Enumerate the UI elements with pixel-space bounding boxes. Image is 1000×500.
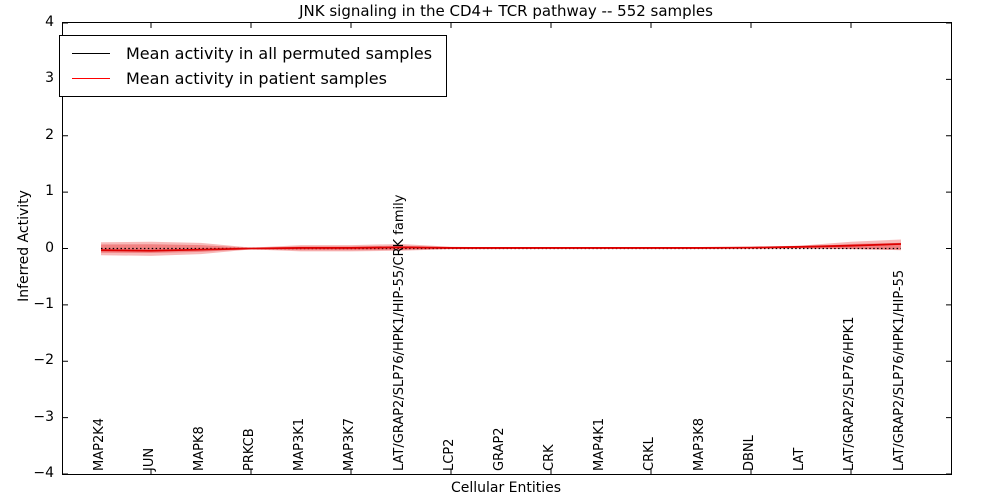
x-category-label: MAPK8 (192, 426, 207, 471)
y-tick-label: 1 (45, 183, 54, 200)
x-category-label: JUN (142, 447, 157, 471)
x-category-label: LAT/GRAP2/SLP76/HPK1/HIP-55 (892, 269, 907, 471)
x-category-label: LAT/GRAP2/SLP76/HPK1 (842, 316, 857, 471)
x-category-label: PRKCB (242, 428, 257, 471)
x-category-label: LAT (792, 447, 807, 471)
legend-item-permuted: Mean activity in all permuted samples (72, 41, 436, 66)
x-category-label: LCP2 (442, 438, 457, 471)
y-tick-label: 3 (45, 70, 54, 87)
permuted-line-sample (72, 53, 110, 54)
x-category-label: CRK (542, 444, 557, 471)
y-tick-label: −1 (33, 295, 54, 312)
x-category-label: MAP2K4 (92, 417, 107, 471)
chart-title: JNK signaling in the CD4+ TCR pathway --… (299, 2, 713, 20)
x-category-label: CRKL (642, 437, 657, 471)
plot-area (62, 22, 952, 475)
x-category-label: MAP3K7 (342, 417, 357, 471)
x-category-label: GRAP2 (492, 427, 507, 471)
x-category-label: LAT/GRAP2/SLP76/HPK1/HIP-55/CRK family (392, 194, 407, 471)
legend-box: Mean activity in all permuted samples Me… (59, 35, 448, 97)
y-tick-label: −3 (33, 408, 54, 425)
legend-label: Mean activity in patient samples (126, 69, 387, 88)
x-category-label: DBNL (742, 435, 757, 471)
legend-label: Mean activity in all permuted samples (126, 44, 433, 63)
y-tick-label: 2 (45, 126, 54, 143)
legend-item-patient: Mean activity in patient samples (72, 66, 436, 91)
patient-mean-line (100, 243, 902, 252)
plot-canvas (63, 23, 951, 474)
x-category-label: MAP3K8 (692, 417, 707, 471)
y-tick-label: 0 (45, 239, 54, 256)
y-tick-label: −2 (33, 352, 54, 369)
x-category-label: MAP4K1 (592, 417, 607, 471)
x-axis-label: Cellular Entities (450, 480, 562, 496)
patient-line-sample (72, 78, 110, 79)
y-tick-label: 4 (45, 14, 54, 30)
x-category-label: MAP3K1 (292, 417, 307, 471)
y-tick-label: −4 (33, 465, 54, 481)
